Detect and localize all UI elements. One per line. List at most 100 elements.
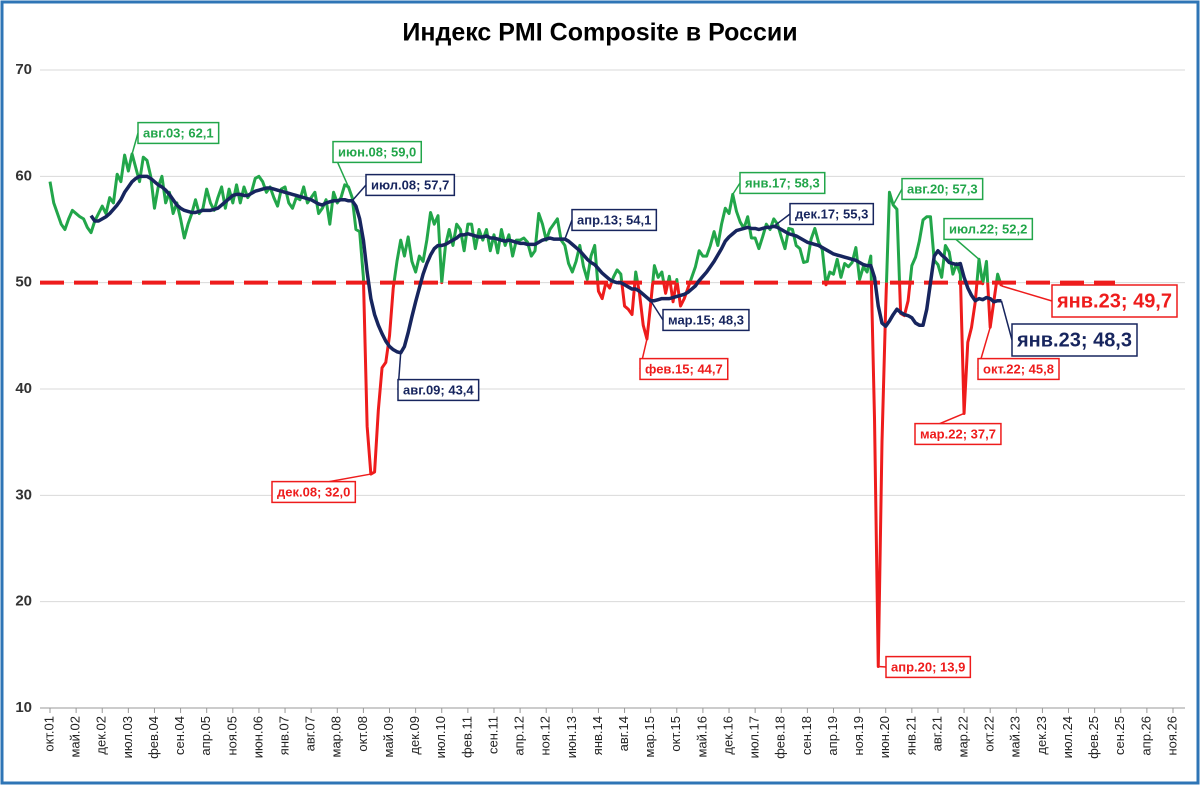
x-tick-label: ноя.26 (1164, 716, 1179, 756)
annotation-label: дек.17; 55,3 (795, 206, 868, 221)
x-tick-label: июл.03 (120, 716, 135, 758)
y-tick-label: 10 (15, 699, 32, 716)
annotation-box (137, 121, 220, 145)
lines (40, 152, 1115, 669)
x-tick-label: янв.07 (276, 716, 291, 755)
x-tick-label: дек.16 (720, 716, 735, 755)
x-tick-label: фев.11 (459, 716, 474, 758)
annotation-label: авг.20; 57,3 (907, 181, 978, 196)
x-tick-label: окт.01 (41, 716, 56, 752)
x-tick-label: июн.20 (877, 716, 892, 758)
x-tick-label: янв.14 (590, 716, 605, 755)
x-tick-label: июл.24 (1060, 716, 1075, 758)
annotation-box (332, 140, 423, 164)
x-tick-label: фев.04 (146, 716, 161, 759)
annotation-box (914, 422, 1002, 446)
y-tick-label: 60 (15, 167, 32, 184)
x-tick-label: май.09 (381, 716, 396, 758)
x-tick-label: май.02 (68, 716, 83, 758)
x-tick-label: окт.22 (982, 716, 997, 752)
x-tick-label: ноя.19 (851, 716, 866, 756)
annotation-leader (650, 300, 664, 321)
annotation-label: янв.23; 49,7 (1056, 290, 1172, 312)
annotation: окт.22; 45,8 (977, 327, 1060, 381)
x-tick-label: дек.09 (407, 716, 422, 755)
x-tick-label: май.23 (1008, 716, 1023, 758)
annotation-box (739, 171, 826, 195)
annotation: авг.03; 62,1 (131, 121, 220, 155)
annotation-box (662, 308, 750, 332)
annotation-label: авг.03; 62,1 (143, 125, 214, 140)
annotation: июл.08; 57,7 (351, 173, 456, 202)
annotation-box (789, 202, 875, 226)
x-tick-label: мар.08 (329, 716, 344, 757)
x-tick-label: апр.12 (512, 716, 527, 756)
annotation-leader (1000, 300, 1013, 341)
annotation-box (1051, 284, 1178, 318)
annotation: апр.20; 13,9 (878, 655, 972, 679)
moving-average-line (89, 174, 1002, 355)
y-tick-label: 50 (15, 274, 32, 291)
annotation: янв.17; 58,3 (732, 171, 826, 195)
annotation-label: мар.15; 48,3 (668, 312, 744, 327)
annotation-label: окт.22; 45,8 (983, 361, 1054, 376)
annotation-box (1011, 323, 1138, 357)
x-tick-label: апр.05 (198, 716, 213, 756)
annotation-label: фев.15; 44,7 (645, 361, 723, 376)
annotation-box (365, 173, 456, 197)
x-tick-label: ноя.05 (224, 716, 239, 756)
x-tick-label: дек.02 (94, 716, 109, 755)
x-tick-label: июн.13 (564, 716, 579, 758)
annotation: июл.22; 52,2 (943, 217, 1034, 260)
x-tick-label: авг.14 (616, 716, 631, 751)
x-tick-label: июл.10 (433, 716, 448, 758)
annotation-box (639, 357, 729, 381)
annotation-leader (564, 219, 573, 240)
x-tick-label: июн.06 (250, 716, 265, 758)
x-tick-label: мар.15 (642, 716, 657, 757)
y-tick-label: 30 (15, 486, 32, 503)
annotation: мар.15; 48,3 (650, 300, 750, 332)
annotation-leader (131, 132, 139, 155)
annotation-label: янв.23; 48,3 (1016, 329, 1132, 351)
x-tick-label: дек.23 (1034, 716, 1049, 755)
annotations: авг.03; 62,1 июн.08; 59,0 июл.08; 57,7 дек.… (131, 121, 1178, 679)
annotation: янв.23; 49,7 (1001, 284, 1178, 318)
annotation: апр.13; 54,1 (564, 208, 658, 240)
annotation-label: июл.22; 52,2 (949, 221, 1027, 236)
x-tick-label: май.16 (694, 716, 709, 758)
x-tick-label: янв.21 (903, 716, 918, 755)
x-tick-label: авг.07 (303, 716, 318, 751)
x-tick-label: фев.18 (773, 716, 788, 759)
annotation: дек.17; 55,3 (773, 202, 875, 227)
annotation-box (571, 208, 658, 232)
y-tick-label: 70 (15, 61, 32, 78)
annotation: дек.08; 32,0 (271, 473, 371, 504)
annotation-box (977, 357, 1060, 381)
x-tick-label: сен.25 (1112, 716, 1127, 755)
chart-title: Индекс PMI Composite в России (402, 19, 797, 47)
annotation-leader (892, 188, 903, 206)
x-tick-label: июл.17 (747, 716, 762, 758)
annotation-leader (1001, 285, 1053, 302)
x-tick-label: фев.25 (1086, 716, 1101, 759)
annotation-label: апр.13; 54,1 (577, 212, 651, 227)
annotation-label: авг.09; 43,4 (403, 382, 474, 397)
x-tick-label: мар.22 (956, 716, 971, 757)
annotation-box (397, 378, 480, 402)
annotation-box (943, 217, 1034, 241)
annotation-leader (773, 213, 791, 227)
annotation: фев.15; 44,7 (639, 338, 729, 381)
annotation-box (901, 177, 984, 201)
annotation: мар.22; 37,7 (914, 412, 1002, 446)
annotation-label: апр.20; 13,9 (891, 659, 965, 674)
x-tick-label: сен.11 (485, 716, 500, 754)
annotation-label: дек.08; 32,0 (277, 484, 350, 499)
annotation-label: мар.22; 37,7 (920, 426, 996, 441)
annotation: авг.09; 43,4 (397, 352, 480, 402)
x-tick-label: авг.21 (929, 716, 944, 751)
annotation-leader (732, 182, 741, 195)
